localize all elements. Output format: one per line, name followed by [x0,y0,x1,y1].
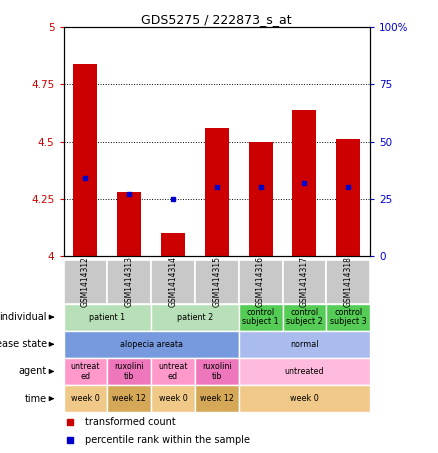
Bar [73,64,97,256]
Bar [107,385,151,412]
Text: alopecia areata: alopecia areata [120,340,183,349]
Text: untreat
ed: untreat ed [158,362,188,381]
Bar [239,358,370,385]
Bar [326,304,370,331]
Text: week 12: week 12 [200,394,234,403]
Text: GSM1414314: GSM1414314 [169,256,177,308]
Bar [161,233,185,256]
Bar [64,358,107,385]
Bar [249,141,272,256]
Bar [64,260,107,304]
Title: GDS5275 / 222873_s_at: GDS5275 / 222873_s_at [141,13,292,26]
Bar [151,358,195,385]
Text: individual: individual [0,312,47,322]
Text: disease state: disease state [0,339,47,349]
Text: untreated: untreated [285,367,324,376]
Bar [239,385,370,412]
Bar [64,304,151,331]
Bar [64,331,239,358]
Text: ruxolini
tib: ruxolini tib [114,362,144,381]
Bar [239,331,370,358]
Text: patient 2: patient 2 [177,313,213,322]
Text: week 0: week 0 [71,394,100,403]
Text: control
subject 2: control subject 2 [286,308,323,327]
Bar [195,260,239,304]
Text: time: time [25,394,47,404]
Text: GSM1414313: GSM1414313 [125,256,134,308]
Text: GSM1414317: GSM1414317 [300,256,309,308]
Text: week 0: week 0 [159,394,187,403]
Text: GSM1414316: GSM1414316 [256,256,265,308]
Text: normal: normal [290,340,319,349]
Text: week 0: week 0 [290,394,319,403]
Text: control
subject 3: control subject 3 [330,308,367,327]
Text: agent: agent [19,366,47,376]
Bar [239,260,283,304]
Bar [205,128,229,256]
Text: patient 1: patient 1 [89,313,125,322]
Bar [326,260,370,304]
Bar [151,260,195,304]
Bar [151,304,239,331]
Text: transformed count: transformed count [85,417,176,427]
Text: week 12: week 12 [112,394,146,403]
Text: untreat
ed: untreat ed [71,362,100,381]
Bar [239,304,283,331]
Text: GSM1414312: GSM1414312 [81,256,90,308]
Text: control
subject 1: control subject 1 [242,308,279,327]
Bar [293,110,316,256]
Text: percentile rank within the sample: percentile rank within the sample [85,434,250,445]
Bar [283,304,326,331]
Bar [64,385,107,412]
Text: GSM1414318: GSM1414318 [344,256,353,308]
Text: GSM1414315: GSM1414315 [212,256,221,308]
Text: ruxolini
tib: ruxolini tib [202,362,232,381]
Bar [336,139,360,256]
Bar [283,260,326,304]
Bar [195,385,239,412]
Bar [195,358,239,385]
Bar [107,358,151,385]
Bar [151,385,195,412]
Bar [117,192,141,256]
Bar [107,260,151,304]
